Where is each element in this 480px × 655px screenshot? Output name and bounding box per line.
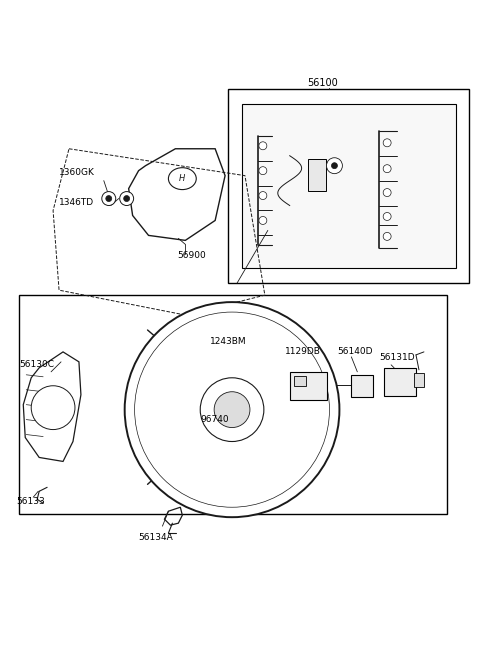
Circle shape xyxy=(125,302,339,517)
Circle shape xyxy=(120,191,133,206)
Circle shape xyxy=(259,216,267,225)
Text: 56131D: 56131D xyxy=(379,353,415,362)
Text: 56134A: 56134A xyxy=(139,533,173,542)
Circle shape xyxy=(383,233,391,240)
Circle shape xyxy=(102,191,116,206)
Circle shape xyxy=(383,189,391,196)
Text: 1346TD: 1346TD xyxy=(59,198,94,207)
Text: 56140D: 56140D xyxy=(337,347,373,356)
Circle shape xyxy=(383,212,391,221)
Circle shape xyxy=(124,196,130,202)
Bar xyxy=(351,375,373,397)
Text: 96740: 96740 xyxy=(200,415,229,424)
Text: H: H xyxy=(179,174,185,183)
Text: 56100: 56100 xyxy=(308,78,338,88)
Circle shape xyxy=(259,191,267,200)
Circle shape xyxy=(383,139,391,147)
Text: 56900: 56900 xyxy=(178,251,206,260)
Bar xyxy=(290,372,327,400)
Bar xyxy=(308,159,325,191)
Bar xyxy=(414,373,424,386)
Circle shape xyxy=(31,386,75,430)
Bar xyxy=(242,104,456,269)
Circle shape xyxy=(214,392,250,428)
Text: 56130C: 56130C xyxy=(19,360,54,369)
Bar xyxy=(384,368,416,396)
Text: 1243BM: 1243BM xyxy=(210,337,247,346)
Circle shape xyxy=(326,158,342,174)
Bar xyxy=(228,89,468,283)
Text: 1129DB: 1129DB xyxy=(285,347,321,356)
Circle shape xyxy=(200,378,264,441)
Circle shape xyxy=(332,162,337,169)
Bar xyxy=(294,376,306,386)
Circle shape xyxy=(259,141,267,150)
Circle shape xyxy=(106,196,112,202)
Text: 1360GK: 1360GK xyxy=(59,168,95,177)
Bar xyxy=(19,295,447,514)
Text: 56133: 56133 xyxy=(16,496,45,506)
Circle shape xyxy=(383,164,391,173)
Circle shape xyxy=(259,166,267,175)
